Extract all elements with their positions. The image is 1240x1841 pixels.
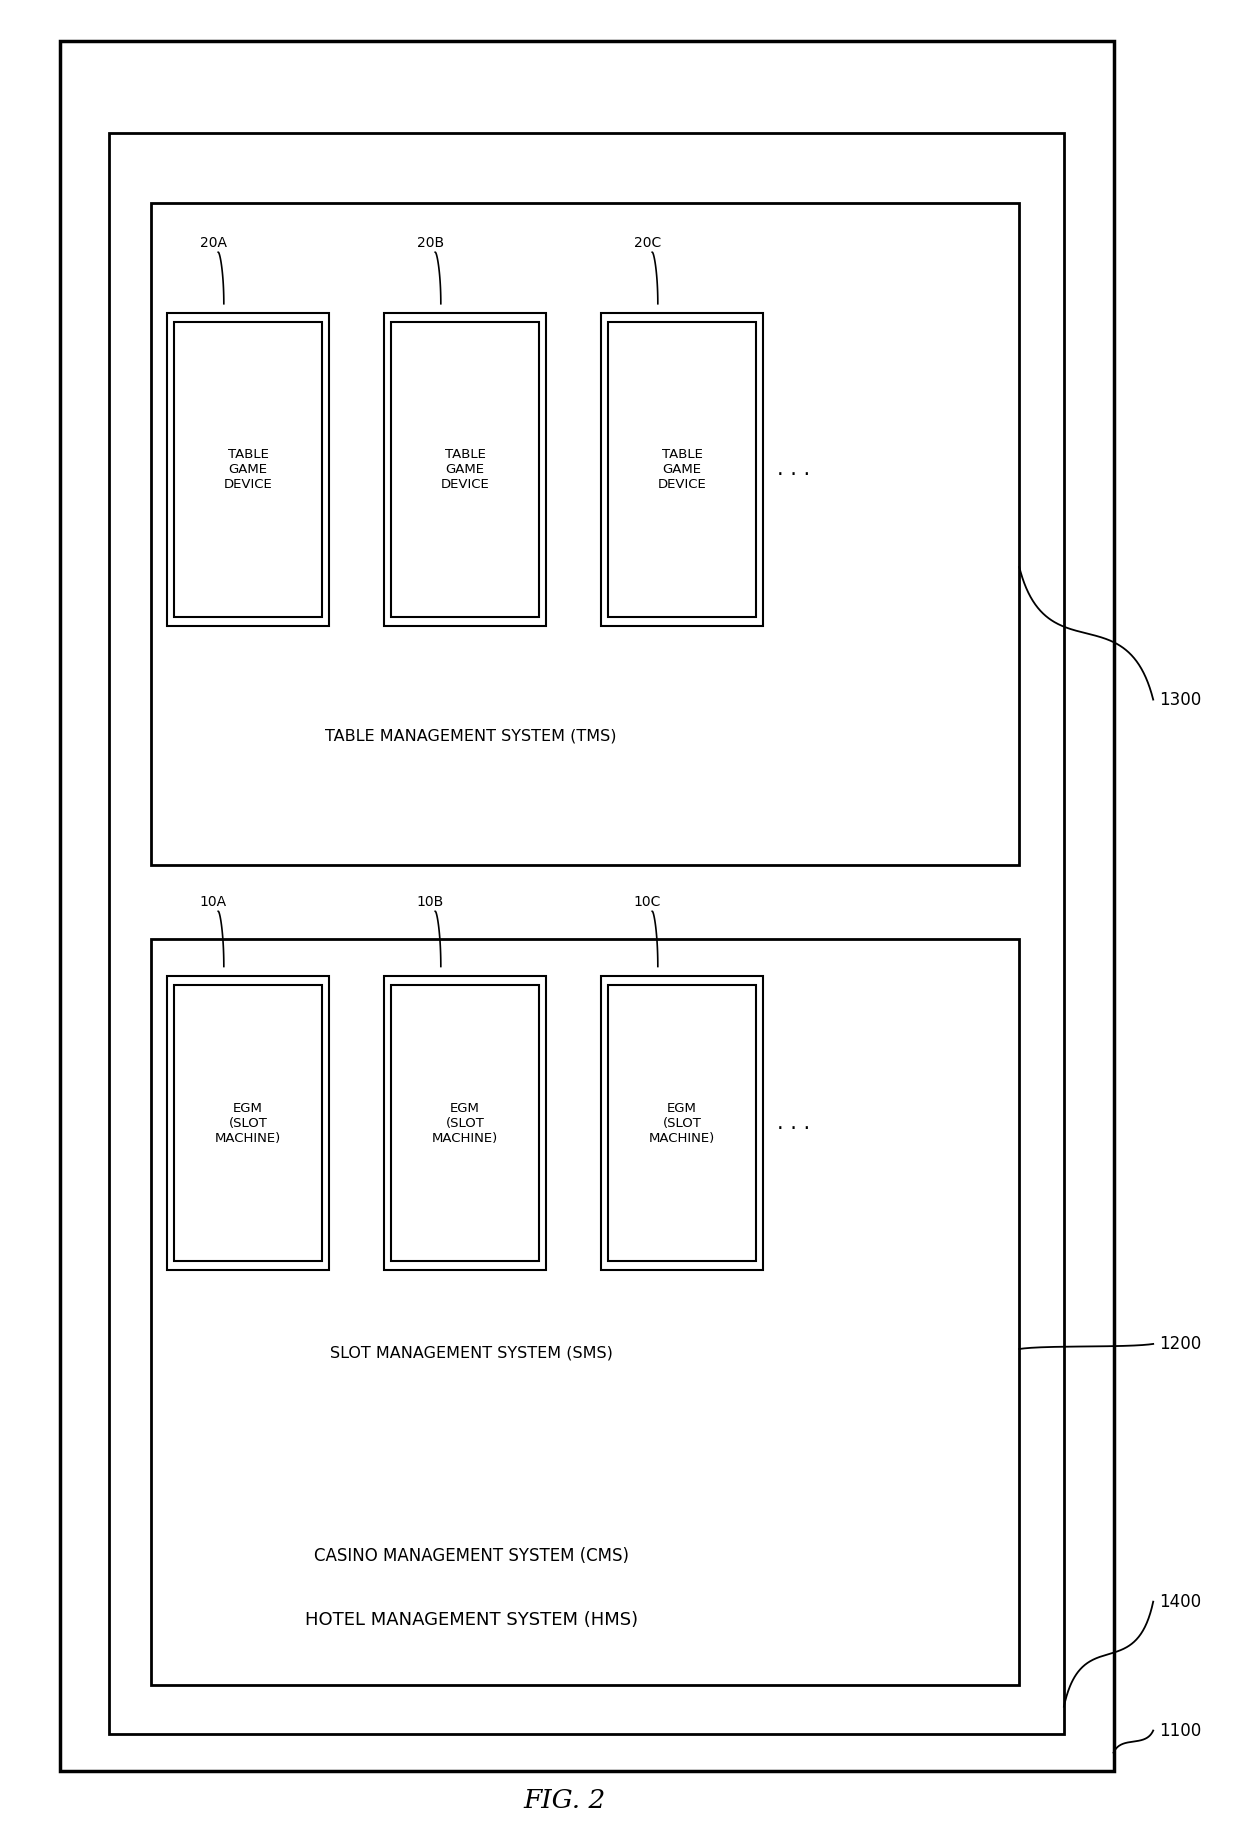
Text: 20A: 20A bbox=[200, 236, 227, 250]
Bar bbox=[391, 985, 539, 1261]
Text: . . .: . . . bbox=[777, 1114, 810, 1132]
Bar bbox=[601, 976, 763, 1270]
Bar bbox=[608, 322, 756, 617]
Bar bbox=[60, 41, 1114, 1771]
Text: 10C: 10C bbox=[634, 895, 661, 909]
Bar bbox=[174, 985, 322, 1261]
Text: TABLE
GAME
DEVICE: TABLE GAME DEVICE bbox=[657, 447, 707, 492]
Bar bbox=[174, 322, 322, 617]
Text: 20C: 20C bbox=[634, 236, 661, 250]
Text: 1200: 1200 bbox=[1159, 1335, 1202, 1353]
Text: SLOT MANAGEMENT SYSTEM (SMS): SLOT MANAGEMENT SYSTEM (SMS) bbox=[330, 1346, 613, 1360]
Text: . . .: . . . bbox=[777, 460, 810, 479]
Bar bbox=[151, 203, 1019, 865]
Text: EGM
(SLOT
MACHINE): EGM (SLOT MACHINE) bbox=[649, 1101, 715, 1145]
Text: 1400: 1400 bbox=[1159, 1592, 1202, 1611]
Text: 1100: 1100 bbox=[1159, 1721, 1202, 1740]
Bar bbox=[608, 985, 756, 1261]
Bar bbox=[384, 313, 546, 626]
Bar bbox=[384, 976, 546, 1270]
Bar bbox=[167, 976, 329, 1270]
Bar bbox=[167, 313, 329, 626]
Text: 10A: 10A bbox=[200, 895, 227, 909]
Text: EGM
(SLOT
MACHINE): EGM (SLOT MACHINE) bbox=[215, 1101, 281, 1145]
Text: TABLE
GAME
DEVICE: TABLE GAME DEVICE bbox=[440, 447, 490, 492]
Text: CASINO MANAGEMENT SYSTEM (CMS): CASINO MANAGEMENT SYSTEM (CMS) bbox=[314, 1546, 629, 1565]
Text: EGM
(SLOT
MACHINE): EGM (SLOT MACHINE) bbox=[432, 1101, 498, 1145]
Bar bbox=[391, 322, 539, 617]
Text: 10B: 10B bbox=[417, 895, 444, 909]
Bar bbox=[109, 133, 1064, 1734]
Text: HOTEL MANAGEMENT SYSTEM (HMS): HOTEL MANAGEMENT SYSTEM (HMS) bbox=[305, 1611, 637, 1629]
Text: 1300: 1300 bbox=[1159, 690, 1202, 709]
Text: 20B: 20B bbox=[417, 236, 444, 250]
Text: TABLE
GAME
DEVICE: TABLE GAME DEVICE bbox=[223, 447, 273, 492]
Text: TABLE MANAGEMENT SYSTEM (TMS): TABLE MANAGEMENT SYSTEM (TMS) bbox=[325, 729, 618, 744]
Text: FIG. 2: FIG. 2 bbox=[523, 1788, 605, 1813]
Bar bbox=[151, 939, 1019, 1685]
Bar bbox=[601, 313, 763, 626]
